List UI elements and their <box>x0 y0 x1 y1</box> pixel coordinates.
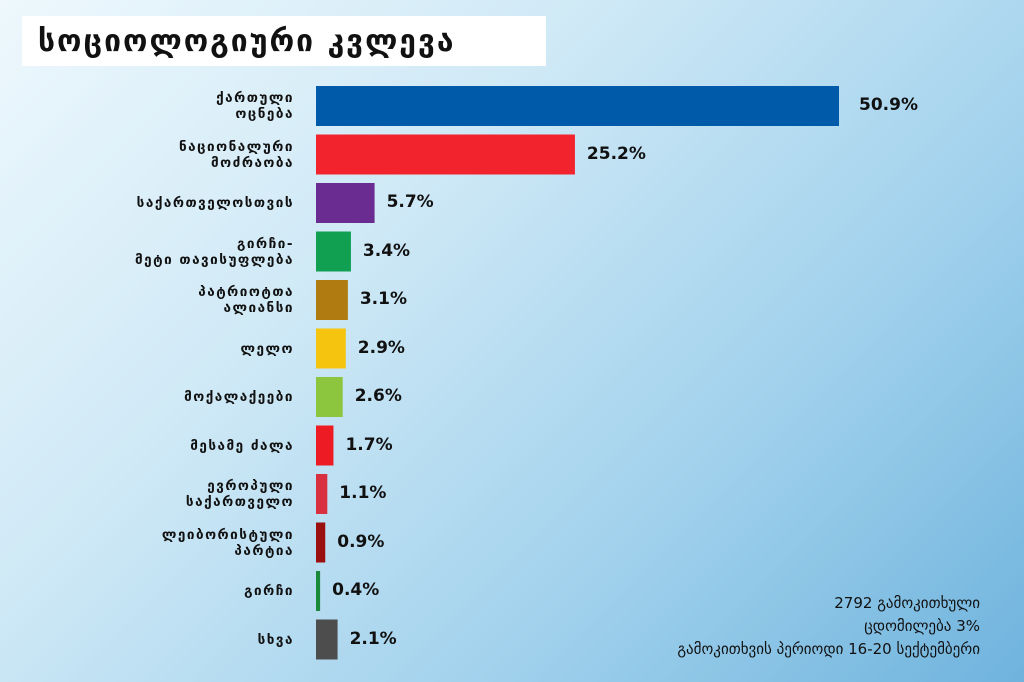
value-label-1: 25.2% <box>586 143 646 164</box>
chart-title: სოციოლოგიური კვლევა <box>22 16 546 66</box>
value-label-5: 2.9% <box>357 337 405 358</box>
value-label-6: 2.6% <box>354 386 402 406</box>
category-label-7: მესამე ძალა <box>190 437 294 454</box>
value-label-3: 3.4% <box>362 240 411 261</box>
category-label-3: გირჩი-მეტი თავისუფლება <box>134 235 294 268</box>
survey-period-note: გამოკითხვის პერიოდი 16-20 სექტემბერი <box>677 640 980 658</box>
category-label-0: ქართული ოცნება <box>216 90 294 122</box>
survey-notes: 2792 გამოკითხული ცდომილება 3% გამოკითხვი… <box>677 592 980 661</box>
value-label-0: 50.9% <box>859 95 918 115</box>
value-label-10: 0.4% <box>332 580 380 600</box>
bar-5 <box>316 328 346 369</box>
category-label-4: პატრიოტთა ალიანსი <box>198 284 294 316</box>
bar-2 <box>316 183 375 223</box>
category-label-8: ევროპული საქართველო <box>185 478 294 510</box>
value-label-2: 5.7% <box>386 192 434 212</box>
category-label-6: მოქალაქეები <box>184 389 294 405</box>
category-label-2: საქართველოსთვის <box>136 195 294 211</box>
bar-11 <box>316 619 338 660</box>
bar-10 <box>316 571 321 611</box>
bar-0 <box>316 86 839 126</box>
bar-1 <box>316 134 575 175</box>
bar-3 <box>316 231 351 272</box>
sample-size-note: 2792 გამოკითხული <box>834 594 980 612</box>
category-label-1: ნაციონალური მოძრაობა <box>178 138 294 171</box>
bar-6 <box>316 377 343 417</box>
value-label-8: 1.1% <box>339 483 387 503</box>
value-label-11: 2.1% <box>349 628 397 649</box>
value-label-9: 0.9% <box>337 531 385 552</box>
value-label-7: 1.7% <box>345 434 393 455</box>
value-label-4: 3.1% <box>359 289 407 309</box>
category-label-10: გირჩი <box>244 583 294 599</box>
bar-9 <box>316 522 326 563</box>
bar-7 <box>316 425 334 466</box>
category-label-5: ლელო <box>240 340 294 357</box>
category-label-9: ლეიბორისტული პარტია <box>161 526 294 559</box>
bar-4 <box>316 280 348 320</box>
bar-8 <box>316 474 328 514</box>
category-label-11: სხვა <box>257 631 294 648</box>
margin-of-error-note: ცდომილება 3% <box>864 617 980 635</box>
